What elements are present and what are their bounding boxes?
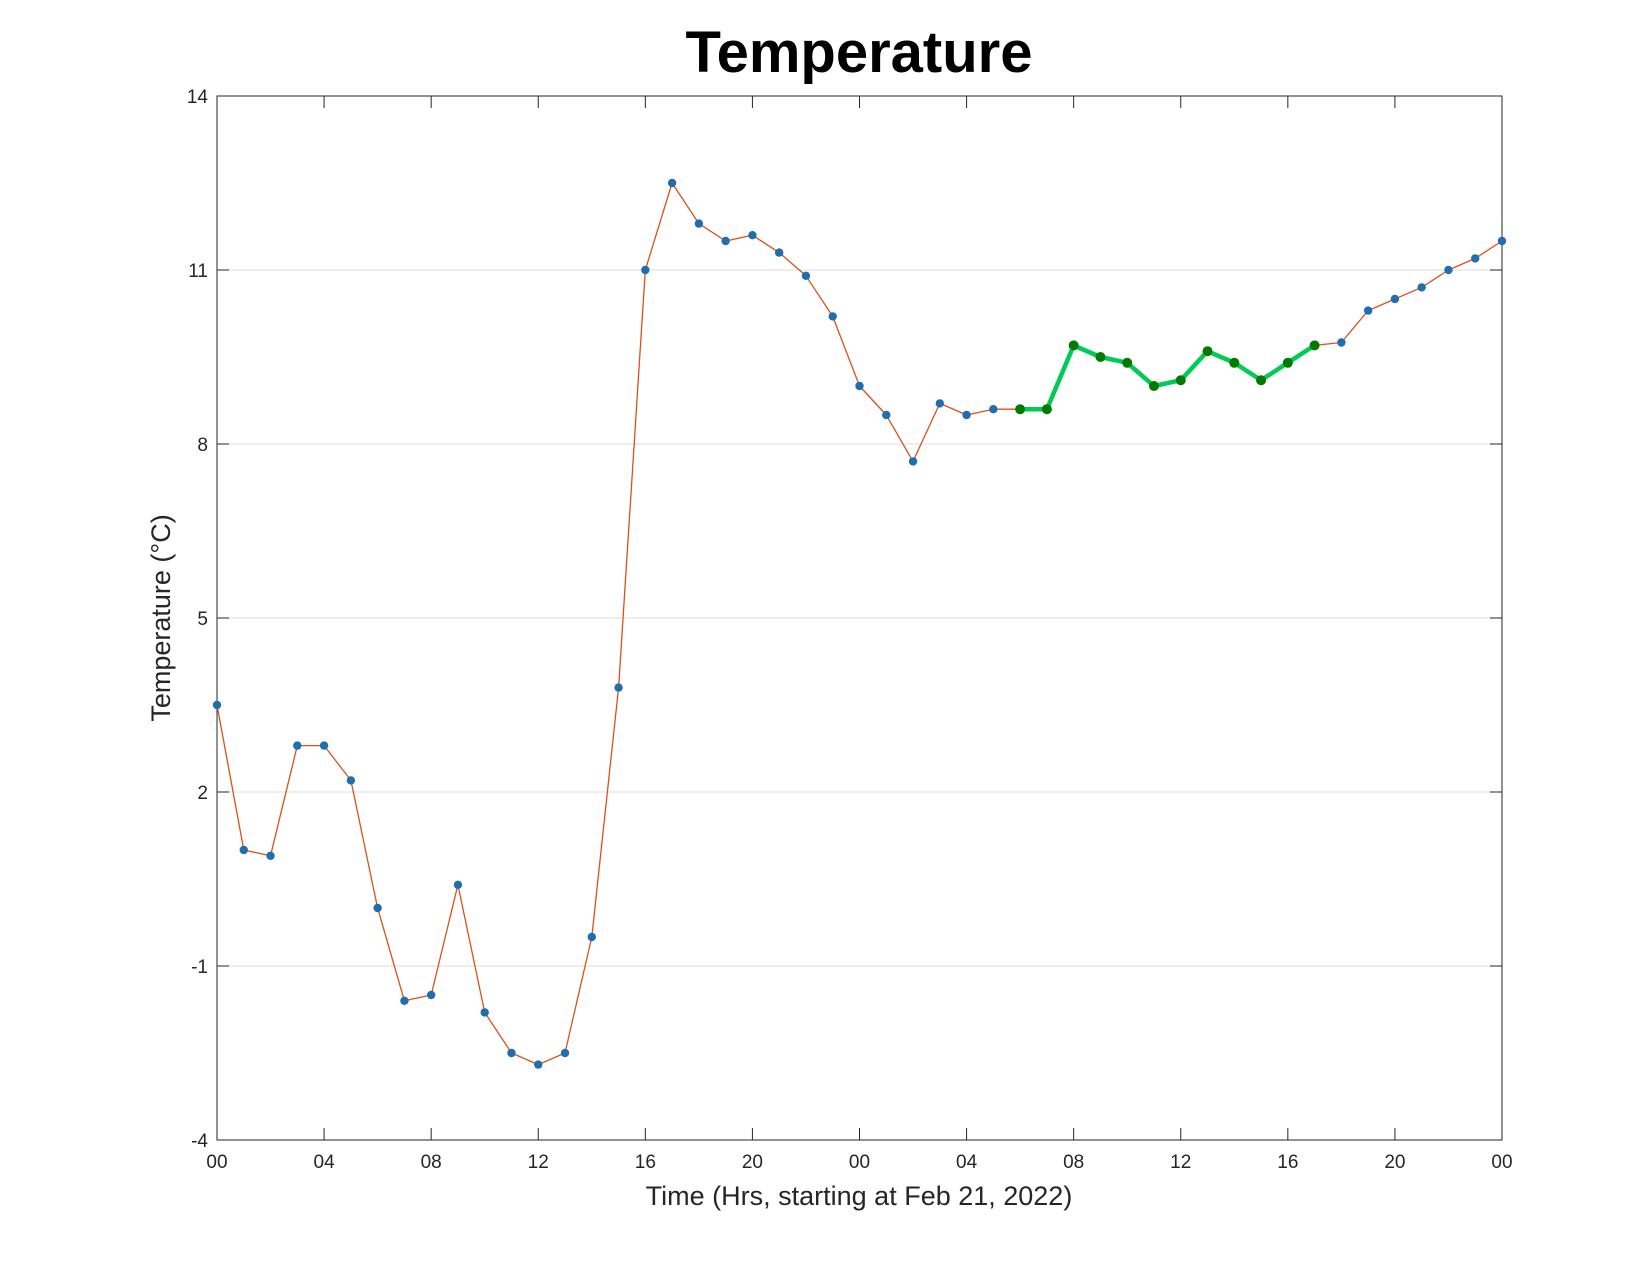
y-tick-label: 11 [188,261,208,282]
chart-title: Temperature [685,20,1032,85]
data-point [453,880,463,889]
highlight-data-point [1175,375,1186,386]
data-point [1471,254,1480,263]
data-point [1390,294,1400,304]
y-tick-label: -1 [191,957,208,978]
highlight-data-point [1282,357,1293,368]
data-point [935,399,945,408]
y-tick-label: 2 [197,783,208,804]
data-point [266,851,275,860]
data-point [1337,338,1346,347]
data-point [748,231,757,240]
data-point [774,248,784,257]
data-point [614,683,623,692]
data-point [721,236,730,246]
data-point [212,700,222,710]
highlight-data-point [1256,375,1267,386]
data-point [319,741,329,750]
x-tick-label: 08 [1063,1152,1084,1173]
data-point [534,1060,543,1069]
highlight-line [1020,343,1316,412]
x-axis-label: Time (Hrs, starting at Feb 21, 2022) [646,1181,1073,1211]
data-point [1363,306,1373,315]
y-tick-label: 14 [187,87,209,108]
temperature-line [216,182,1503,1066]
data-point [293,741,302,750]
highlight-data-point [1229,357,1240,368]
data-point [480,1008,489,1017]
data-point [962,410,971,420]
data-point [373,903,382,913]
highlight-data-point [1148,381,1159,391]
x-tick-label: 20 [1384,1152,1405,1173]
highlight-data-point [1015,404,1026,415]
data-point [1444,265,1453,275]
highlight-data-point [1122,357,1133,368]
y-tick-label: 5 [197,609,208,630]
highlight-data-point [1309,340,1320,351]
data-point [426,990,436,1000]
data-point [908,457,918,466]
data-point [882,410,891,420]
data-point [801,271,811,280]
x-tick-label: 20 [742,1152,763,1173]
data-point [694,219,704,228]
data-point [560,1048,570,1058]
data-point [1497,236,1507,246]
data-point [989,405,998,414]
data-point [828,312,837,321]
series-markers [212,178,1507,1069]
x-tick-label: 12 [528,1152,549,1173]
highlight-data-point [1068,340,1079,351]
x-tick-label: 08 [421,1152,442,1173]
y-axis-label: Temperature (°C) [146,514,176,721]
highlight-data-point [1095,352,1106,362]
grid-lines [217,269,1502,967]
series-lines [216,182,1503,1066]
data-point [400,996,409,1005]
x-tick-label: 04 [314,1152,336,1173]
x-tick-label: 00 [206,1152,227,1173]
highlight-data-point [1041,404,1052,415]
data-point [587,932,596,942]
x-tick-label: 04 [956,1152,978,1173]
data-point [641,265,650,275]
data-point [667,178,677,188]
data-point [1417,283,1426,292]
x-tick-label: 16 [635,1152,656,1173]
y-tick-label: 8 [197,435,208,456]
x-tick-label: 12 [1170,1152,1191,1173]
x-tick-label: 16 [1277,1152,1298,1173]
data-point [239,845,248,855]
data-point [507,1048,516,1058]
axis-ticks: -4 -1 2 5 8 11 14 00 04 08 12 16 20 00 04 08 12 16 20 00 [187,87,1513,1173]
y-tick-label: -4 [191,1131,208,1152]
highlight-data-point [1202,346,1213,357]
data-point [855,381,864,391]
data-point [346,776,356,785]
x-tick-label: 00 [1491,1152,1512,1173]
x-tick-label: 00 [849,1152,870,1173]
